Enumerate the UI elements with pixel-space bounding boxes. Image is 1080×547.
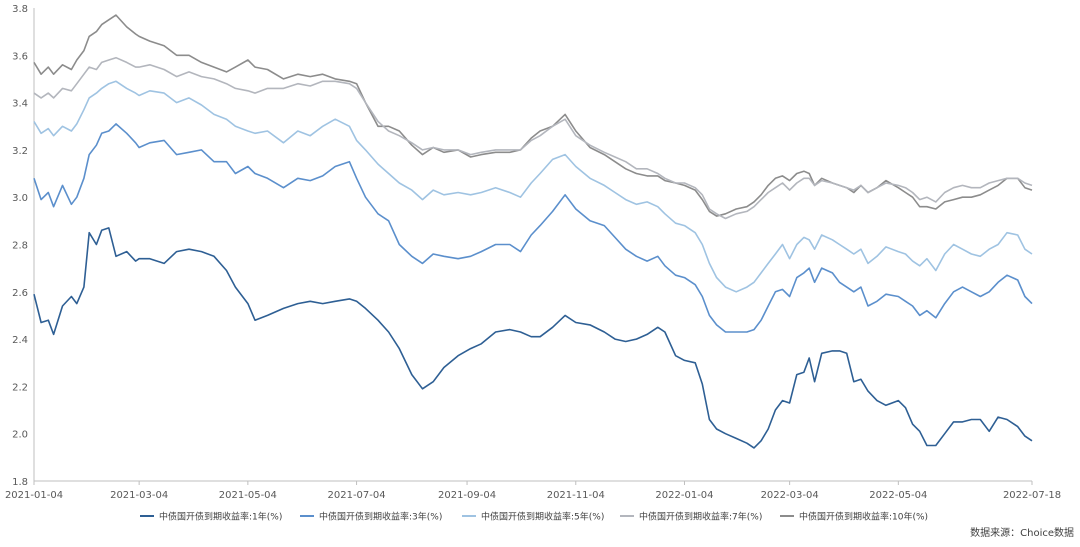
y-tick-label: 3.8 <box>12 4 28 15</box>
x-tick-label: 2022-03-04 <box>761 490 819 501</box>
y-tick-label: 3.2 <box>12 146 28 157</box>
x-tick-label: 2021-07-04 <box>328 490 386 501</box>
series-line-3 <box>33 80 1033 293</box>
x-axis-ticks: 2021-01-04 2021-03-04 2021-05-04 2021-07-04… <box>5 481 1061 501</box>
x-tick-label: 2022-05-04 <box>869 490 927 501</box>
x-tick-label: 2021-11-04 <box>547 490 605 501</box>
y-tick-label: 3.4 <box>12 99 28 110</box>
legend-label: 中债国开债到期收益率:1年(%) <box>159 511 282 523</box>
data-source-note: 数据来源：Choice数据 <box>970 528 1074 539</box>
y-tick-label: 3.0 <box>12 193 28 204</box>
y-tick-label: 1.8 <box>12 477 28 488</box>
y-tick-label: 2.8 <box>12 241 28 252</box>
chart-axes <box>33 8 1032 482</box>
y-tick-label: 2.2 <box>12 382 28 393</box>
y-tick-label: 2.0 <box>12 430 28 441</box>
y-tick-label: 3.6 <box>12 51 28 62</box>
legend-label: 中债国开债到期收益率:3年(%) <box>319 511 442 523</box>
series-line-2 <box>33 123 1033 333</box>
series-lines <box>33 14 1033 449</box>
series-line-4 <box>33 56 1033 220</box>
x-tick-label: 2021-03-04 <box>110 490 168 501</box>
chart-legend: 中债国开债到期收益率:1年(%) 中债国开债到期收益率:3年(%) 中债国开债到期收… <box>140 511 928 523</box>
y-tick-label: 2.6 <box>12 288 28 299</box>
y-tick-label: 2.4 <box>12 335 28 346</box>
legend-label: 中债国开债到期收益率:7年(%) <box>639 511 762 523</box>
legend-label: 中债国开债到期收益率:5年(%) <box>481 511 604 523</box>
x-tick-label: 2021-01-04 <box>5 490 63 501</box>
x-tick-label: 2022-07-18 <box>1003 490 1061 501</box>
x-tick-label: 2022-01-04 <box>655 490 713 501</box>
x-tick-label: 2021-05-04 <box>219 490 277 501</box>
y-axis-ticks: 1.8 2.0 2.2 2.4 2.6 2.8 3.0 3.2 3.4 3.6 3.8 <box>12 4 28 488</box>
series-line-5 <box>33 14 1033 217</box>
x-tick-label: 2021-09-04 <box>438 490 496 501</box>
series-line-1 <box>33 227 1033 449</box>
legend-label: 中债国开债到期收益率:10年(%) <box>799 511 928 523</box>
